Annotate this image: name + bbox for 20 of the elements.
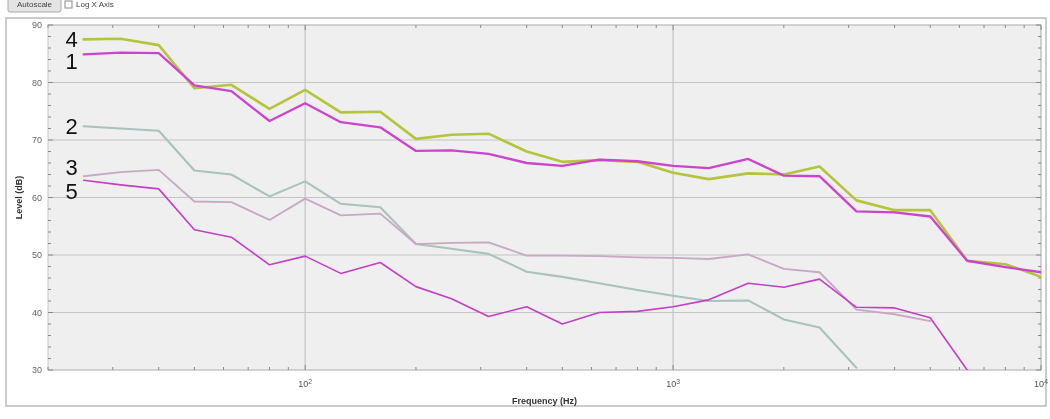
y-tick-label: 50 <box>31 250 42 260</box>
series-label: 5 <box>65 179 78 205</box>
line-series <box>82 168 932 323</box>
y-tick-label: 40 <box>31 307 42 318</box>
series-label: 3 <box>65 155 78 181</box>
y-tick-label: 60 <box>31 192 42 203</box>
x-tick-label: 10$^{2}$ <box>298 377 313 389</box>
y-tick-label: 80 <box>31 77 42 88</box>
series-label: 2 <box>65 114 78 140</box>
text: Log X Axis <box>76 0 114 9</box>
line-series <box>82 179 968 370</box>
y-tick-label: 90 <box>31 20 42 30</box>
y-axis-title: Level (dB) <box>14 175 24 220</box>
y-tick-label: 70 <box>31 135 42 145</box>
line-series <box>82 125 858 369</box>
button: Autoscale <box>7 0 62 13</box>
x-tick-label: 10$^{3}$ <box>666 377 681 389</box>
x-tick-label: 10$^{4}$ <box>1034 377 1049 389</box>
x-axis-title: Frequency (Hz) <box>511 396 578 406</box>
y-tick-label: 30 <box>31 365 42 375</box>
